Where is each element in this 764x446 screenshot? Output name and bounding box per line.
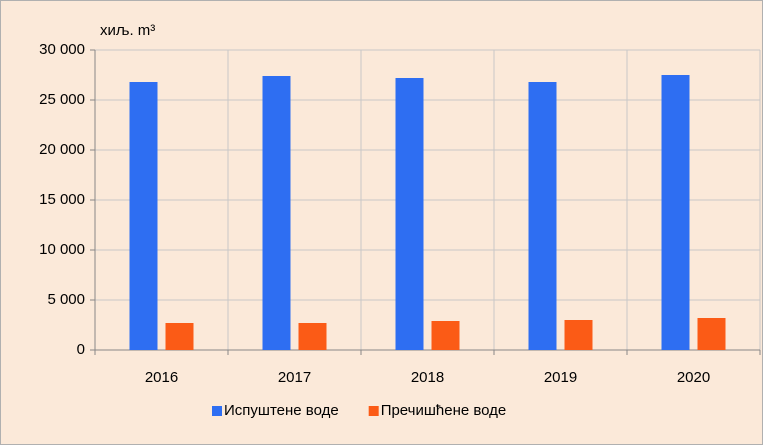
x-tick-label: 2016: [145, 369, 178, 386]
legend-swatch: [368, 406, 379, 416]
legend-swatch: [212, 406, 222, 416]
y-tick-label: 20 000: [39, 141, 85, 158]
bar: [165, 323, 194, 350]
bar: [661, 75, 690, 350]
bar: [564, 320, 593, 350]
x-tick-label: 2020: [677, 369, 710, 386]
bar: [697, 318, 726, 350]
x-tick-label: 2019: [544, 369, 577, 386]
y-tick-label: 10 000: [39, 241, 85, 258]
y-tick-label: 5 000: [47, 291, 85, 308]
y-axis-label: хиљ. m³: [100, 22, 155, 39]
y-tick-label: 0: [77, 341, 85, 358]
legend-label: Пречишћене воде: [381, 402, 507, 419]
legend-label: Испуштене воде: [224, 402, 339, 419]
x-tick-label: 2018: [411, 369, 444, 386]
x-tick-label: 2017: [278, 369, 311, 386]
y-tick-label: 30 000: [39, 41, 85, 58]
bar: [431, 321, 460, 350]
bar: [395, 78, 424, 350]
y-tick-label: 15 000: [39, 191, 85, 208]
bar: [262, 76, 291, 350]
y-tick-label: 25 000: [39, 91, 85, 108]
bar: [298, 323, 327, 350]
bar: [129, 82, 158, 350]
bar: [528, 82, 557, 350]
